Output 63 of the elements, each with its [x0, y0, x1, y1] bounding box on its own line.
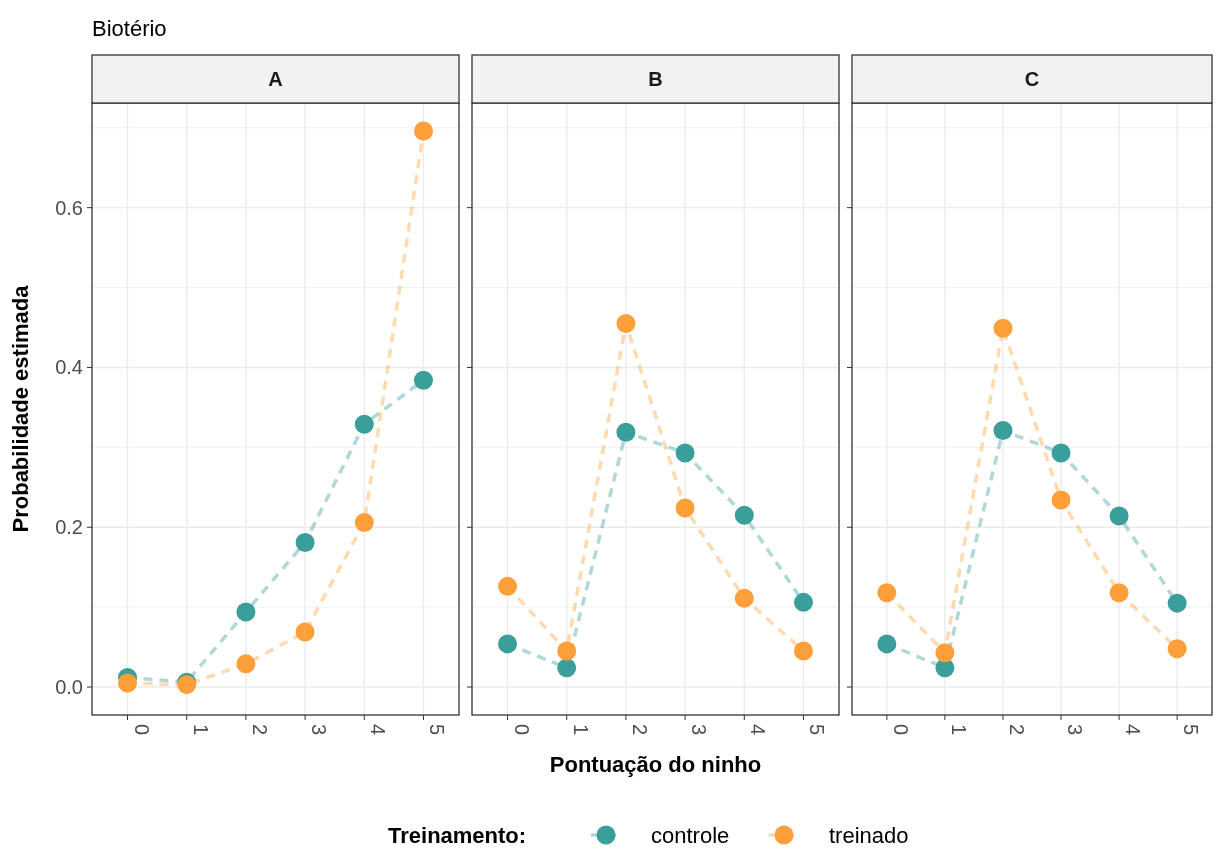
x-tick-label: 2: [628, 724, 651, 736]
point: [295, 622, 315, 642]
x-tick-label: 0: [510, 724, 533, 736]
x-tick-label: 1: [189, 724, 212, 736]
point: [993, 421, 1013, 441]
x-tick-label: 0: [130, 724, 153, 736]
x-axis-title: Pontuação do ninho: [549, 752, 762, 777]
point: [413, 121, 433, 141]
point: [1109, 583, 1129, 603]
x-tick-label: 3: [308, 724, 331, 736]
legend-label: treinado: [829, 823, 909, 848]
point: [498, 576, 518, 596]
point: [1051, 443, 1071, 463]
point: [498, 634, 518, 654]
x-tick-label: 3: [1064, 724, 1087, 736]
point: [557, 641, 577, 661]
chart-title: C: [1024, 68, 1040, 90]
chart-title: B: [648, 68, 663, 90]
point: [1167, 639, 1187, 659]
point: [616, 422, 636, 442]
x-tick-label: 4: [747, 724, 770, 736]
point: [236, 602, 256, 622]
x-tick-label: 0: [889, 724, 912, 736]
point: [354, 512, 374, 532]
y-tick-label: 0.6: [55, 196, 83, 219]
x-tick-label: 4: [367, 724, 390, 736]
legend-title: Treinamento:: [388, 823, 527, 848]
y-tick-label: 0.2: [55, 516, 83, 539]
y-tick-label: 0.0: [55, 676, 83, 699]
x-tick-label: 3: [688, 724, 711, 736]
point: [734, 505, 754, 525]
point: [295, 532, 315, 552]
x-tick-label: 5: [1180, 724, 1203, 736]
x-tick-label: 5: [426, 724, 449, 736]
x-tick-label: 1: [947, 724, 970, 736]
x-tick-label: 1: [569, 724, 592, 736]
point: [993, 318, 1013, 338]
point: [877, 634, 897, 654]
x-tick-label: 5: [806, 724, 829, 736]
point: [793, 592, 813, 612]
y-axis-title: Probabilidade estimada: [8, 284, 33, 533]
point: [1051, 490, 1071, 510]
y-tick-label: 0.4: [55, 356, 83, 379]
point: [793, 641, 813, 661]
point: [616, 314, 636, 334]
point: [557, 658, 577, 678]
point: [236, 654, 256, 674]
point: [413, 370, 433, 390]
point: [1109, 506, 1129, 526]
x-tick-label: 2: [1005, 724, 1028, 736]
point: [118, 673, 138, 693]
x-tick-label: 2: [248, 724, 271, 736]
point: [734, 588, 754, 608]
x-tick-label: 4: [1122, 724, 1145, 736]
point: [675, 443, 695, 463]
point: [354, 414, 374, 434]
point: [935, 643, 955, 663]
chart-title: A: [268, 68, 283, 90]
text: Biotério: [92, 16, 167, 41]
point: [675, 498, 695, 518]
legend-label: controle: [651, 823, 730, 848]
point: [1167, 593, 1187, 613]
point: [877, 583, 897, 603]
